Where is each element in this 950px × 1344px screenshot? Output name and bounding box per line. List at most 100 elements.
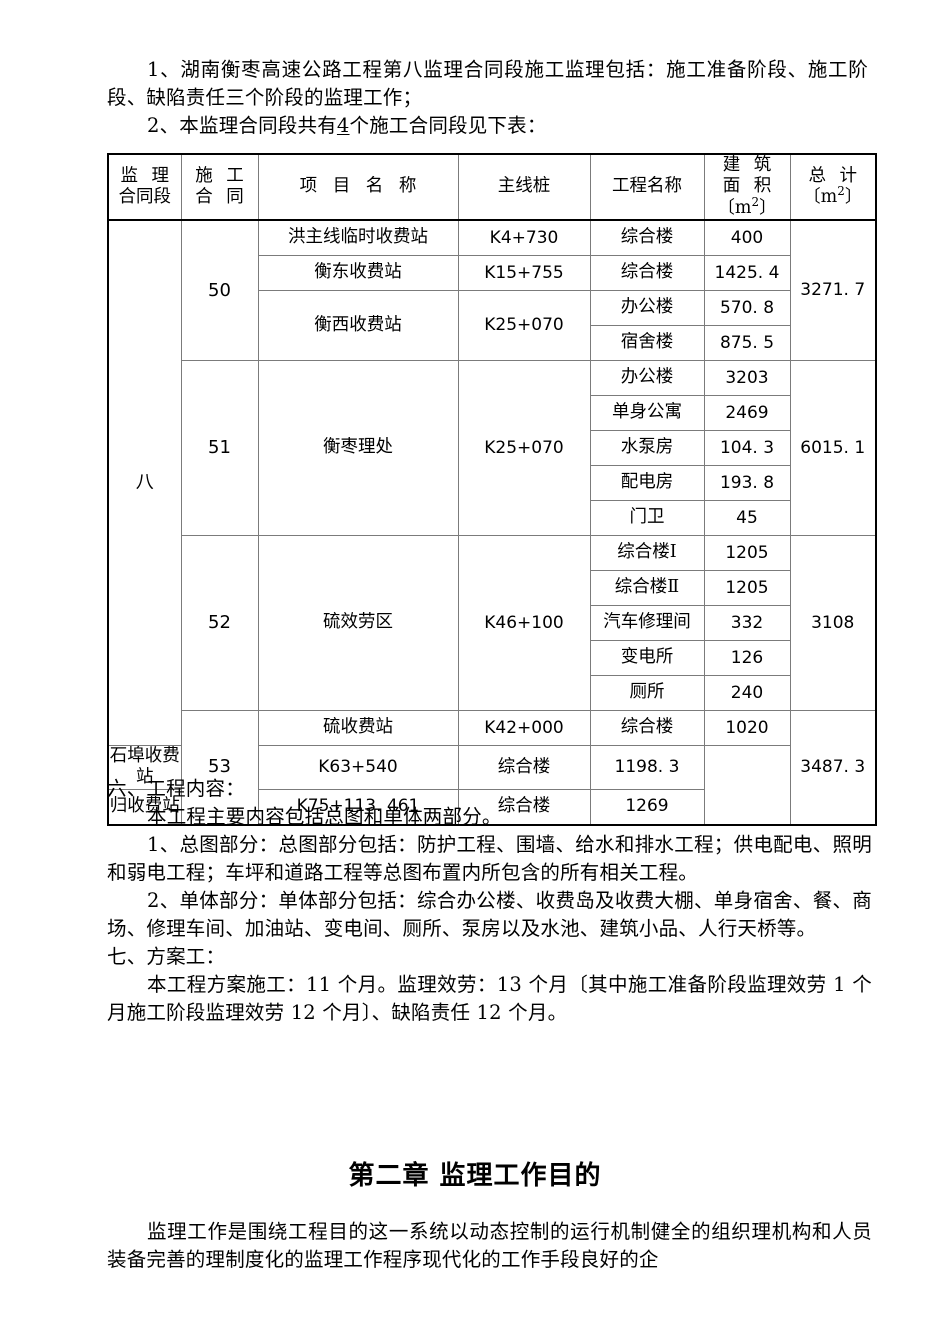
cell-works-name: 单身公寓 [589, 395, 705, 432]
header-building-area: 建 筑 面 积 〔m2〕 [703, 153, 791, 222]
sections-block: 六、工程内容： 本工程主要内容包括总图和单体两部分。 1、总图部分：总图部分包括… [107, 775, 872, 1027]
cell-stake: K25+070 [457, 360, 591, 537]
cell-works-name: 配电房 [589, 465, 705, 502]
cell-stake: K46+100 [457, 535, 591, 712]
table-row: 变电所 126 [108, 640, 876, 677]
cell-project-name: 石埠收费站 [107, 745, 182, 790]
header-supervision-section: 监 理 合同段 [107, 153, 182, 222]
cell-area: 104. 3 [703, 430, 791, 467]
header-total-line1: 总 计 [808, 165, 862, 186]
cell-group-total: 3108 [789, 535, 877, 712]
cell-stake: K42+000 [457, 710, 591, 747]
section-six-line-1: 本工程主要内容包括总图和单体两部分。 [147, 805, 502, 828]
table-row: 衡西收费站 K25+070 办公楼 570. 8 [108, 290, 876, 362]
header-project-name-text: 项 目 名 称 [299, 176, 422, 197]
cell-works-name: 综合楼 [457, 745, 591, 790]
table-body: 八 50 洪主线临时收费站 K4+730 综合楼 400 3271. 7 衡东收… [107, 219, 877, 826]
cell-works-name: 综合楼 [589, 710, 705, 747]
cell-works-name: 办公楼 [589, 290, 705, 327]
contract-sections-table-wrapper: 监 理 合同段 施 工 合 同 项 目 名 称 主线桩 工程名称 建 筑 面 积… [107, 153, 877, 826]
table-row: 单身公寓 2469 [108, 395, 876, 432]
cell-project-name: 衡西收费站 [257, 290, 459, 362]
header-main-line-stake: 主线桩 [457, 153, 591, 222]
cell-project-name: 洪主线临时收费站 [257, 219, 459, 257]
cell-stake: K75+113. 461 [257, 788, 459, 826]
table-row: 厕所 240 [108, 675, 876, 712]
chapter-two-body: 监理工作是围绕工程目的这一系统以动态控制的运行机制健全的组织理机构和人员装备完善… [107, 1218, 872, 1274]
cell-stake: K15+755 [457, 255, 591, 292]
chapter-two-paragraph: 监理工作是围绕工程目的这一系统以动态控制的运行机制健全的组织理机构和人员装备完善… [107, 1220, 872, 1271]
cell-contract-no: 53 [180, 710, 259, 826]
cell-area: 875. 5 [703, 325, 791, 362]
header-building-area-line2: 面 积 [722, 176, 776, 197]
cell-stake: K4+730 [457, 219, 591, 257]
cell-area: 1269 [589, 788, 705, 826]
cell-group-total: 3487. 3 [789, 710, 877, 826]
intro-item-2-pre: 2、本监理合同段共有 [147, 114, 337, 137]
cell-works-name: 门卫 [589, 500, 705, 537]
header-construction-contract: 施 工 合 同 [180, 153, 259, 222]
table-row: 51 衡枣理处 K25+070 办公楼 3203 6015. 1 [108, 360, 877, 537]
header-supervision-section-line2: 合同段 [118, 187, 172, 208]
header-building-area-unit: 〔m2〕 [717, 194, 777, 218]
cell-supervision-section: 八 [107, 219, 182, 747]
cell-area: 1198. 3 [589, 745, 705, 790]
table-row: 水泵房 104. 3 [108, 430, 876, 467]
section-seven-heading: 七、方案工： [107, 945, 226, 968]
table-header: 监 理 合同段 施 工 合 同 项 目 名 称 主线桩 工程名称 建 筑 面 积… [107, 153, 877, 222]
table-row: 汽车修理间 332 [108, 605, 876, 642]
cell-group-total: 6015. 1 [789, 360, 877, 537]
header-works-name: 工程名称 [589, 153, 705, 222]
table-row: 52 硫效劳区 K46+100 综合楼Ⅰ 1205 3108 [108, 535, 877, 712]
cell-works-name: 宿舍楼 [589, 325, 705, 362]
section-six-heading: 六、工程内容： [107, 777, 245, 800]
intro-item-1: 1、湖南衡枣高速公路工程第八监理合同段施工监理包括：施工准备阶段、施工阶段、缺陷… [107, 58, 868, 109]
cell-area: 45 [703, 500, 791, 537]
cell-area: 240 [703, 675, 791, 712]
cell-works-name: 综合楼Ⅰ [589, 535, 705, 572]
header-project-name: 项 目 名 称 [257, 153, 459, 222]
cell-contract-no: 51 [180, 360, 259, 537]
contract-sections-table: 监 理 合同段 施 工 合 同 项 目 名 称 主线桩 工程名称 建 筑 面 积… [107, 153, 877, 826]
table-row: 门卫 45 [108, 500, 876, 537]
header-construction-contract-line1: 施 工 [195, 165, 248, 186]
intro-item-2-post: 个施工合同段见下表： [349, 114, 547, 137]
cell-project-name: 归收费站 [107, 788, 182, 826]
table-row: 归收费站 K75+113. 461 综合楼 1269 [107, 788, 876, 826]
cell-works-name: 厕所 [589, 675, 705, 712]
cell-area: 126 [703, 640, 791, 677]
table-row: 宿舍楼 875. 5 [108, 325, 876, 362]
cell-project-name: 硫效劳区 [257, 535, 459, 712]
cell-area: 570. 8 [703, 290, 791, 327]
header-building-area-line1: 建 筑 [722, 155, 776, 175]
cell-area: 3203 [703, 360, 791, 397]
header-total-unit: 〔m2〕 [803, 184, 863, 208]
cell-area: 193. 8 [703, 465, 791, 502]
cell-area: 1205 [703, 535, 791, 572]
cell-project-name: 衡东收费站 [257, 255, 459, 292]
cell-area: 1425. 4 [703, 255, 791, 292]
header-supervision-section-line1: 监 理 [120, 165, 174, 186]
table-row: 衡东收费站 K15+755 综合楼 1425. 4 [108, 255, 876, 292]
cell-project-name: 硫收费站 [257, 710, 459, 747]
cell-stake: K25+070 [457, 290, 591, 362]
cell-contract-no: 50 [180, 219, 259, 362]
table-row: 综合楼Ⅱ 1205 [108, 570, 876, 607]
cell-area: 1020 [703, 710, 791, 747]
intro-block: 1、湖南衡枣高速公路工程第八监理合同段施工监理包括：施工准备阶段、施工阶段、缺陷… [107, 56, 868, 140]
table-row: 石埠收费站 K63+540 综合楼 1198. 3 [107, 745, 876, 790]
cell-stake: K63+540 [257, 745, 459, 790]
contract-count-value: 4 [336, 114, 350, 137]
cell-works-name: 办公楼 [589, 360, 705, 397]
section-six-line-2: 1、总图部分：总图部分包括：防护工程、围墙、给水和排水工程；供电配电、照明和弱电… [107, 833, 872, 884]
cell-works-name: 综合楼Ⅱ [589, 570, 705, 607]
cell-area: 2469 [703, 395, 791, 432]
intro-item-2: 2、本监理合同段共有4个施工合同段见下表： [107, 112, 868, 140]
cell-works-name: 综合楼 [589, 219, 705, 257]
section-seven-line-1: 本工程方案施工：11 个月。监理效劳：13 个月〔其中施工准备阶段监理效劳 1 … [107, 973, 872, 1024]
header-construction-contract-line2: 合 同 [195, 187, 248, 208]
cell-works-name: 综合楼 [457, 788, 591, 826]
table-header-row: 监 理 合同段 施 工 合 同 项 目 名 称 主线桩 工程名称 建 筑 面 积… [107, 153, 877, 222]
header-total: 总 计 〔m2〕 [789, 153, 877, 222]
